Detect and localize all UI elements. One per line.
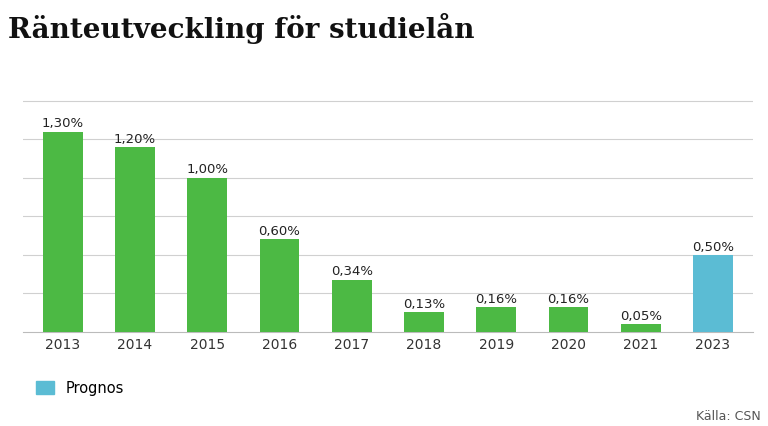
Legend: Prognos: Prognos [30,375,130,401]
Text: 0,13%: 0,13% [403,297,445,310]
Bar [115,147,155,332]
Bar [187,178,227,332]
Text: Källa: CSN: Källa: CSN [696,409,760,422]
Bar [476,308,516,332]
Text: 1,00%: 1,00% [187,163,228,176]
Text: 1,20%: 1,20% [114,132,156,145]
Text: 0,05%: 0,05% [620,309,662,322]
Bar [621,325,660,332]
Bar [548,308,588,332]
Bar [404,312,444,332]
Text: 0,16%: 0,16% [475,292,517,305]
Bar [693,255,733,332]
Bar [43,132,83,332]
Text: 0,50%: 0,50% [692,240,734,253]
Bar [332,280,372,332]
Text: 0,34%: 0,34% [331,265,372,278]
Text: 1,30%: 1,30% [41,117,84,130]
Text: 0,16%: 0,16% [548,292,589,305]
Text: Ränteutveckling för studielån: Ränteutveckling för studielån [8,13,474,44]
Text: 0,60%: 0,60% [259,225,300,238]
Bar [260,240,300,332]
